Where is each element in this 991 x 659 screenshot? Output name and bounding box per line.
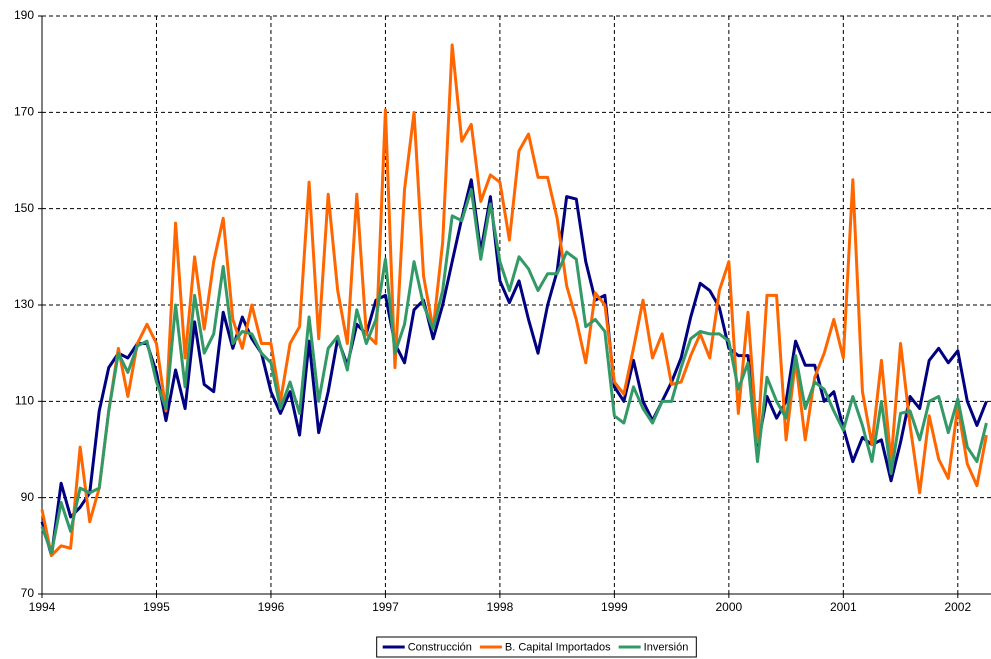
legend-label: Construcción bbox=[408, 641, 472, 653]
x-tick-label: 2001 bbox=[830, 600, 857, 614]
x-tick-label: 1997 bbox=[372, 600, 399, 614]
y-tick-label: 170 bbox=[14, 105, 34, 119]
x-tick-label: 1995 bbox=[143, 600, 170, 614]
y-tick-label: 110 bbox=[15, 394, 34, 408]
series-line bbox=[40, 43, 988, 557]
legend-box bbox=[376, 636, 697, 658]
x-tick-label: 1999 bbox=[601, 600, 628, 614]
series-line bbox=[40, 187, 988, 555]
x-tick-label: 2002 bbox=[944, 600, 971, 614]
y-tick-label: 70 bbox=[21, 586, 35, 600]
x-tick-label: 1994 bbox=[29, 600, 56, 614]
x-tick-label: 2000 bbox=[716, 600, 743, 614]
x-tick-label: 1996 bbox=[258, 600, 285, 614]
y-tick-label: 90 bbox=[21, 490, 35, 504]
y-tick-label: 130 bbox=[14, 297, 34, 311]
x-tick-label: 1998 bbox=[487, 600, 514, 614]
legend-label: B. Capital Importados bbox=[505, 641, 611, 653]
legend: Construcción B. Capital Importados Inversi… bbox=[376, 636, 697, 658]
y-tick-label: 150 bbox=[14, 201, 34, 215]
y-tick-label: 190 bbox=[14, 8, 34, 22]
legend-label: Inversión bbox=[644, 641, 689, 653]
